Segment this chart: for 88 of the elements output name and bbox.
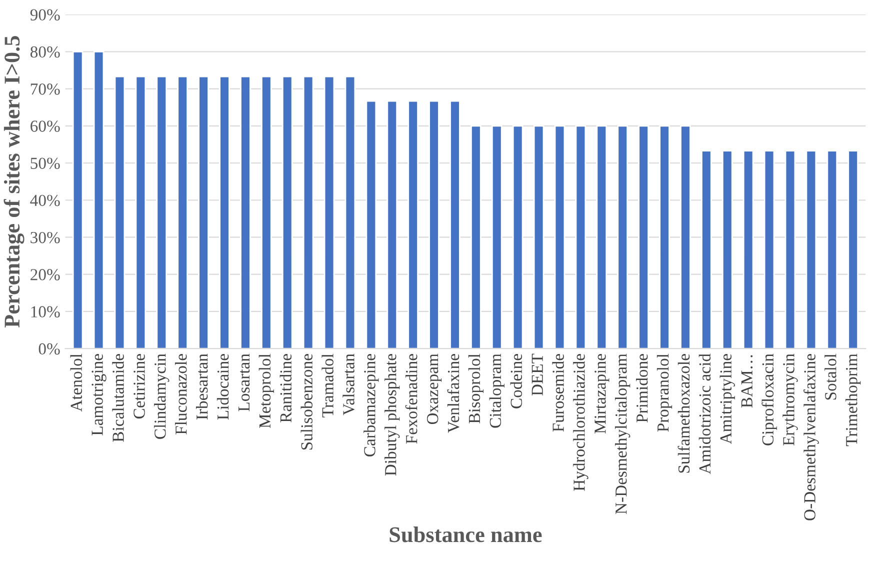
x-tick-label: Tramadol <box>322 354 334 418</box>
x-tick-label: Losartan <box>238 354 250 412</box>
bar <box>764 150 775 349</box>
y-tick-label: 80% <box>30 46 60 58</box>
bar <box>722 150 733 349</box>
bar <box>596 125 608 349</box>
bar <box>742 150 754 349</box>
x-tick-label: Lidocaine <box>216 354 229 420</box>
y-tick-label: 50% <box>30 158 60 170</box>
x-tick-label: DEET <box>532 354 543 396</box>
y-axis-title: Percentage of sites where I>0.5 <box>4 36 24 328</box>
bar <box>470 125 482 349</box>
bar <box>512 125 524 349</box>
x-tick-label: Carbamazepine <box>364 354 379 456</box>
y-tick-label: 60% <box>30 120 60 132</box>
bar <box>366 100 377 349</box>
bar <box>386 100 398 349</box>
x-tick-label: Propranolol <box>656 354 672 432</box>
x-tick-label: Amidotrizoic acid <box>698 354 711 474</box>
x-tick-label: Fexofenadine <box>405 354 418 444</box>
bar <box>219 76 230 349</box>
x-tick-label: BAM… <box>741 355 753 408</box>
x-tick-label: Ciprofloxacin <box>762 354 777 446</box>
x-tick-label: Bisoprolol <box>468 354 484 424</box>
y-tick-label: 90% <box>30 9 60 21</box>
x-tick-label: Ranitidine <box>280 354 292 422</box>
bar <box>240 76 251 349</box>
bar <box>135 76 146 349</box>
bar <box>826 150 838 349</box>
x-tick-label: Sulisobenzone <box>300 354 312 450</box>
x-tick-label: Amitriptyline <box>720 354 735 444</box>
x-tick-label: N-Desmethylcitalopram <box>615 354 630 514</box>
x-tick-label: Hydrochlorothiazide <box>573 354 588 491</box>
bar <box>806 150 817 349</box>
x-tick-label: Oxazepam <box>426 354 442 424</box>
x-tick-label: Fluconazole <box>175 354 187 434</box>
bar <box>282 76 293 349</box>
x-tick-label: Citalopram <box>489 354 504 428</box>
bar <box>156 76 168 349</box>
bar <box>659 125 670 349</box>
x-tick-label: Dibutyl phosphate <box>384 354 400 476</box>
y-tick-label: 0% <box>38 343 60 355</box>
x-tick-label: Erythromycin <box>782 354 798 446</box>
bar <box>93 50 104 349</box>
bar <box>784 150 796 349</box>
bar <box>848 150 858 349</box>
x-tick-label: Codeine <box>510 354 522 408</box>
x-tick-label: O-Desmethylvenlafaxine <box>804 354 819 520</box>
x-tick-label: Valsartan <box>342 354 354 416</box>
x-tick-label: Mirtazapine <box>594 354 610 434</box>
x-tick-label: Trimethoprim <box>846 354 861 446</box>
bar <box>575 125 586 349</box>
x-tick-label: Venlafaxine <box>447 354 460 433</box>
y-tick-label: 30% <box>30 232 60 244</box>
x-tick-label: Cetirizine <box>134 354 145 418</box>
bar <box>302 76 314 349</box>
bar <box>533 125 544 349</box>
x-tick-label: Furosemide <box>552 354 564 432</box>
bar <box>114 76 126 349</box>
x-tick-label: Primidone <box>636 354 648 422</box>
bar <box>72 50 84 349</box>
bar <box>177 76 188 349</box>
x-tick-label: Irbesartan <box>196 354 208 420</box>
bar <box>344 76 356 349</box>
bar <box>638 125 649 349</box>
bar <box>408 100 418 349</box>
bar <box>491 125 502 349</box>
y-tick-label: 10% <box>31 306 60 318</box>
x-tick-label: Lamotrigine <box>92 354 106 436</box>
bar <box>450 100 460 349</box>
x-tick-label: Bicalutamide <box>112 354 124 442</box>
y-tick-label: 70% <box>30 83 60 95</box>
bar <box>324 76 335 349</box>
bar <box>617 125 628 349</box>
y-tick-label: 20% <box>30 269 60 280</box>
y-tick-label: 40% <box>30 194 60 206</box>
x-tick-label: Atenolol <box>70 354 82 412</box>
bar <box>428 100 440 349</box>
x-tick-label: Metoprolol <box>258 354 274 428</box>
bar <box>701 150 712 349</box>
x-tick-label: Sulfamethoxazole <box>678 354 690 473</box>
bar <box>260 76 272 349</box>
bar <box>554 125 566 349</box>
bar <box>198 76 209 349</box>
x-tick-label: Sotalol <box>824 354 836 400</box>
x-tick-label: Clindamycin <box>154 354 170 439</box>
bar <box>680 125 691 349</box>
x-axis-title: Substance name <box>390 526 542 542</box>
